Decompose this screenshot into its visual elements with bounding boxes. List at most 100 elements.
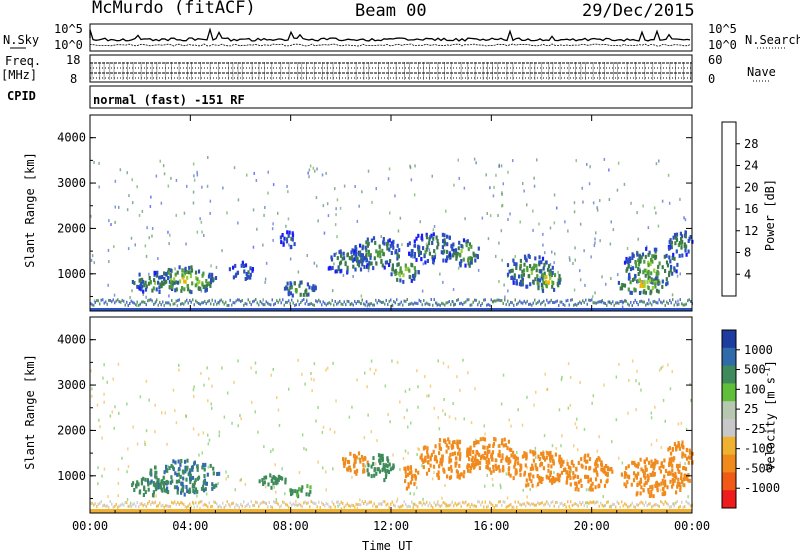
echo-cell	[342, 457, 345, 462]
scatter-cell	[329, 427, 331, 431]
scatter-cell	[560, 444, 562, 448]
noise-strip-frame	[89, 23, 693, 52]
echo-cell	[531, 450, 534, 455]
echo-cell	[397, 262, 400, 267]
ground-scatter	[235, 299, 237, 303]
echo-cell	[448, 235, 451, 240]
ground-scatter	[477, 303, 479, 307]
ground-scatter	[499, 299, 501, 303]
scatter-cell	[226, 211, 228, 215]
echo-cell	[637, 471, 640, 476]
echo-cell	[338, 250, 341, 255]
echo-cell	[551, 284, 554, 289]
ground-scatter	[585, 298, 587, 302]
echo-cell	[640, 255, 643, 260]
echo-cell	[419, 455, 422, 460]
echo-cell	[558, 274, 561, 278]
echo-cell	[674, 471, 677, 476]
echo-cell	[664, 269, 667, 273]
scatter-cell	[431, 477, 434, 481]
ground-scatter	[214, 299, 216, 303]
ground-scatter	[673, 303, 675, 307]
echo-cell	[346, 265, 349, 270]
echo-cell	[414, 269, 417, 274]
echo-cell	[465, 240, 468, 245]
echo-cell	[165, 479, 168, 484]
scatter-cell	[126, 208, 129, 212]
echo-cell	[500, 459, 503, 463]
scatter-cell	[215, 265, 218, 269]
scatter-cell	[175, 213, 177, 217]
ground-scatter	[162, 503, 164, 507]
scatter-cell	[208, 377, 210, 381]
ground-scatter	[151, 500, 153, 504]
scatter-cell	[315, 196, 318, 200]
scatter-cell	[437, 416, 439, 420]
velocity-colorbar-tick-label: 25	[744, 402, 758, 416]
scatter-cell	[414, 164, 416, 168]
echo-cell	[203, 479, 206, 484]
echo-cell	[627, 276, 630, 281]
echo-cell	[600, 462, 603, 467]
ground-scatter	[648, 298, 650, 302]
ground-scatter	[153, 302, 155, 306]
ground-scatter	[571, 503, 573, 507]
echo-cell	[462, 257, 465, 262]
echo-cell	[422, 465, 425, 470]
ground-scatter	[132, 300, 134, 304]
ground-scatter	[436, 303, 438, 307]
echo-cell	[633, 460, 636, 465]
ground-scatter	[169, 504, 171, 508]
scatter-cell	[596, 449, 599, 453]
echo-cell	[644, 273, 647, 278]
scatter-cell	[323, 231, 326, 235]
echo-cell	[210, 277, 213, 282]
echo-cell	[644, 254, 647, 259]
ground-scatter	[277, 300, 279, 304]
scatter-cell	[397, 229, 400, 233]
echo-cell	[261, 478, 264, 482]
ground-scatter	[415, 301, 417, 305]
echo-cell	[547, 463, 550, 468]
echo-cell	[512, 450, 515, 455]
echo-cell	[439, 460, 442, 465]
power-colorbar-tick-label: 8	[744, 246, 751, 260]
echo-cell	[350, 256, 353, 261]
echo-cell	[468, 457, 471, 462]
echo-cell	[267, 482, 270, 487]
scatter-cell	[501, 193, 503, 196]
ground-scatter	[501, 504, 503, 507]
echo-cell	[171, 285, 174, 290]
ground-scatter	[252, 504, 254, 507]
ground-scatter	[498, 500, 500, 504]
scatter-cell	[126, 171, 128, 175]
echo-cell	[558, 478, 561, 483]
scatter-cell	[502, 182, 504, 186]
velocity-ytick-label: 3000	[57, 378, 86, 392]
scatter-cell	[483, 424, 485, 428]
echo-cell	[648, 250, 651, 255]
ground-scatter	[561, 300, 563, 304]
echo-cell	[626, 474, 629, 479]
ground-scatter	[669, 505, 671, 509]
echo-cell	[289, 291, 292, 296]
echo-cell	[672, 458, 675, 463]
ground-scatter	[655, 503, 657, 507]
echo-cell	[146, 478, 149, 483]
ground-scatter	[358, 503, 360, 507]
scatter-cell	[655, 438, 658, 442]
echo-cell	[186, 465, 189, 470]
ground-scatter	[330, 505, 332, 509]
echo-cell	[480, 456, 483, 461]
echo-cell	[174, 288, 177, 293]
echo-cell	[551, 454, 554, 459]
scatter-cell	[98, 418, 100, 422]
echo-cell	[420, 236, 423, 240]
ground-scatter	[615, 301, 617, 305]
echo-cell	[643, 259, 646, 264]
echo-cell	[510, 453, 513, 458]
echo-cell	[468, 263, 471, 268]
scatter-cell	[510, 424, 512, 428]
ground-scatter	[435, 301, 437, 305]
scatter-cell	[172, 388, 175, 392]
